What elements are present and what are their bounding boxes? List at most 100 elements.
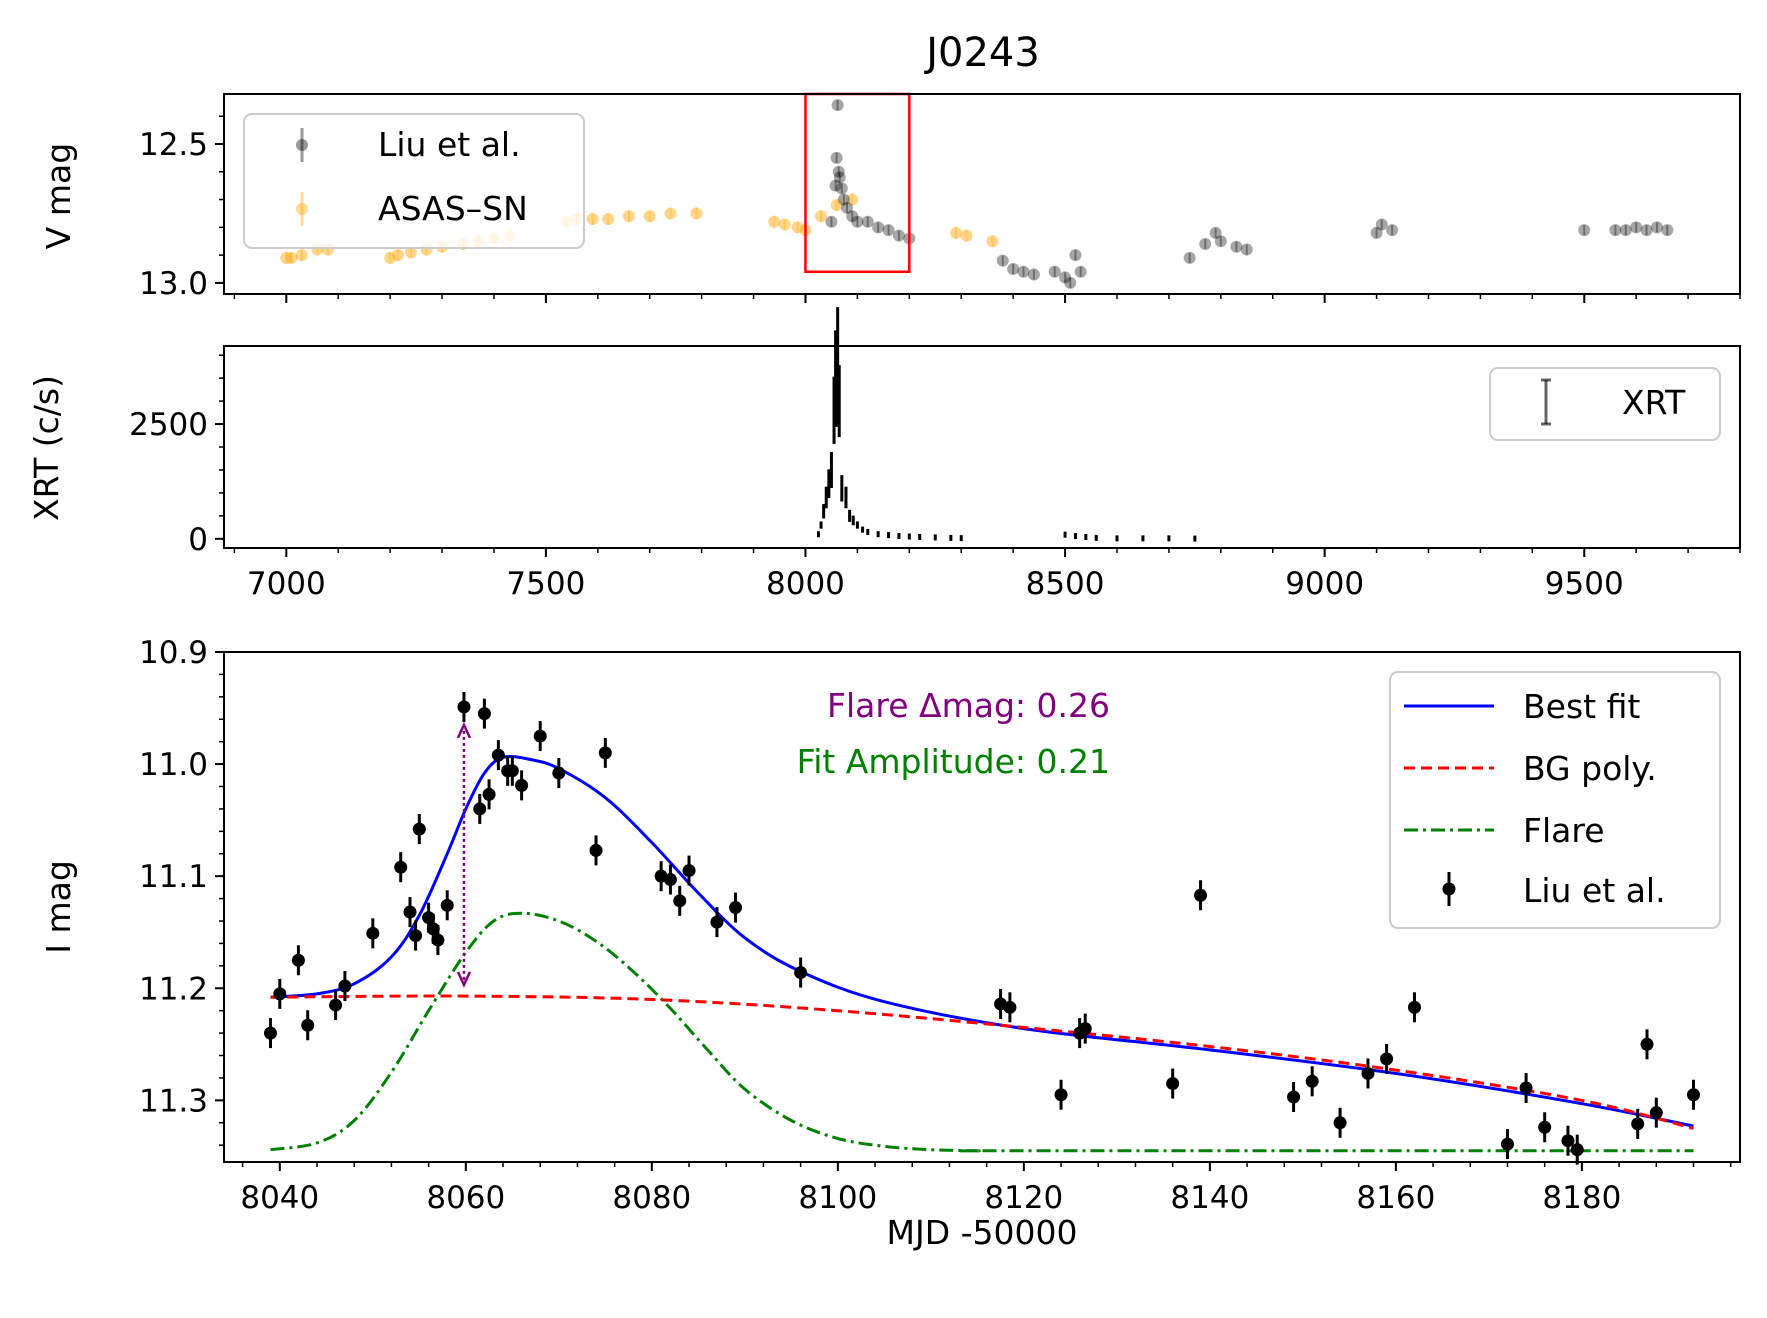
asassn-point [602,213,615,225]
liu-point-bot [1570,1143,1584,1157]
legend-marker-liu-bot [1442,872,1456,906]
liu-point-bot [1003,1000,1017,1014]
liu-point-bot [273,987,287,1001]
top-legend-liu: Liu et al. [378,125,521,164]
liu-point-bot [412,822,426,836]
liu-point-top [892,229,905,242]
mid-legend: XRT [1489,367,1721,441]
liu-point-top [832,165,845,178]
liu-point-bot [457,700,471,714]
asassn-point [384,251,397,264]
liu-point-top [1069,249,1082,262]
bot-ytick-label: 11.0 [139,747,208,783]
liu-point-top [825,215,838,228]
asassn-point [846,193,859,206]
asassn-point [643,210,656,223]
best-fit-line [270,755,1694,1128]
liu-point-bot [1500,1137,1514,1151]
liu-point-bot [264,1026,278,1040]
asassn-point [664,207,677,220]
mid-xtick-label: 7000 [247,566,326,602]
zoom-highlight-box [804,92,911,274]
liu-point-bot [1287,1090,1301,1104]
liu-point-top [1007,263,1020,275]
asassn-point [295,249,308,262]
mid-legend-box [1489,367,1721,441]
bot-xtick-label: 8040 [240,1180,319,1216]
mid-ylabel: XRT (c/s) [27,375,66,521]
liu-point-bot [1686,1088,1700,1102]
liu-point-bot [663,873,677,887]
top-legend-box [243,113,585,249]
asassn-point [986,235,999,248]
liu-point-top [1059,271,1072,284]
top-legend-asassn: ASAS–SN [378,189,528,228]
liu-point-top [1609,224,1622,237]
liu-point-top [872,221,885,234]
liu-point-bot [394,860,408,874]
liu-point-top [1074,265,1087,278]
liu-point-top [837,193,850,206]
liu-point-bot [301,1018,315,1032]
panel-top: 12.5 13.0 V mag Liu et al. ASAS–SN [39,92,1741,303]
liu-point-bot [366,926,380,940]
bot-xtick-label: 8060 [426,1180,505,1216]
asassn-point [391,249,404,262]
mid-ytick-label: 2500 [129,407,208,443]
liu-point-top [1199,238,1212,250]
liu-point-bot [431,933,445,947]
bot-legend: Best fit BG poly. Flare Liu et al. [1389,671,1721,929]
chart-title: J0243 [923,30,1040,76]
liu-point-bot [482,787,496,801]
asassn-point [950,226,963,239]
liu-point-bot [589,843,603,857]
mid-plot-area [816,307,1197,542]
liu-point-top [1048,265,1061,278]
bot-xtick-label: 8160 [1356,1180,1435,1216]
asassn-point [690,207,703,220]
liu-point-bot [1640,1037,1654,1051]
bot-plot-area [264,691,1700,1165]
asassn-point [404,246,417,259]
flare-dmag-arrowhead-top [456,721,472,739]
mid-xtick-label: 7500 [506,566,585,602]
liu-point-bot [1631,1117,1645,1131]
liu-point-top [1370,226,1383,239]
liu-point-bot [1649,1106,1663,1120]
annotation-fit-amplitude: Fit Amplitude: 0.21 [797,742,1110,781]
liu-point-top [831,99,844,112]
liu-point-top [1619,224,1632,237]
liu-point-top [1650,221,1663,234]
liu-point-top [1386,224,1399,237]
liu-point-top [841,201,854,214]
bot-axes-frame [223,651,1741,1163]
flare-dmag-arrowhead-bottom [456,971,472,988]
liu-point-bot [1519,1081,1533,1095]
bot-xtick-label: 8140 [1170,1180,1249,1216]
liu-point-bot [598,746,612,760]
liu-point-bot [409,929,423,943]
top-axes-frame [223,93,1741,295]
liu-point-top [835,182,848,195]
bot-xtick-label: 8120 [984,1180,1063,1216]
bot-legend-liu: Liu et al. [1523,871,1666,910]
mid-xtick-label: 8000 [766,566,845,602]
flare-line [270,911,1694,1153]
liu-point-bot [1407,1000,1421,1014]
asassn-point [586,213,599,225]
liu-point-bot [710,915,724,929]
bot-legend-bg: BG poly. [1523,749,1657,788]
liu-point-bot [1194,888,1208,902]
legend-marker-asassn [296,192,308,226]
liu-point-bot [1380,1052,1394,1066]
liu-point-bot [552,766,566,780]
liu-point-bot [1333,1116,1347,1130]
liu-point-bot [1078,1022,1092,1036]
liu-point-top [829,179,842,192]
liu-point-top [1630,221,1643,234]
liu-point-bot [329,998,343,1012]
liu-point-bot [682,864,696,878]
liu-point-top [833,171,846,184]
bot-ytick-label: 10.9 [139,635,208,671]
